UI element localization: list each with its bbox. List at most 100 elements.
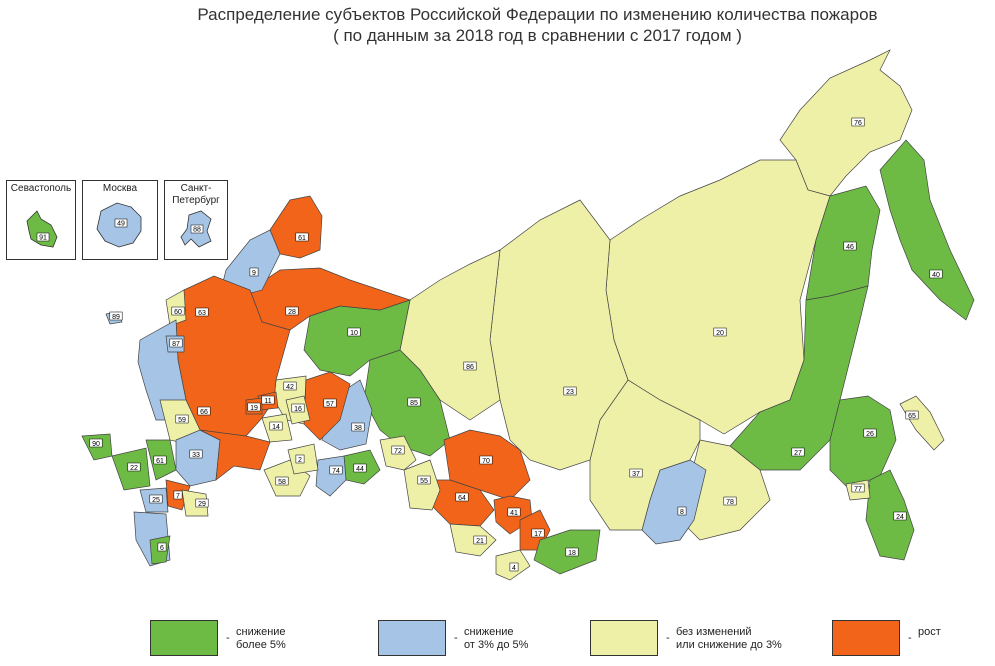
title-line-1: Распределение субъектов Российской Федер… — [197, 5, 878, 24]
region-number: 64 — [458, 495, 466, 502]
region-label-box — [851, 117, 865, 127]
region-label-box — [109, 311, 123, 321]
region-label-box — [473, 535, 487, 545]
region-label-box — [189, 449, 203, 459]
region-number: 16 — [294, 406, 302, 413]
region-label-box — [929, 269, 943, 279]
legend-swatch-blue — [378, 620, 446, 656]
region-label-box — [791, 447, 805, 457]
region-number: 89 — [112, 314, 120, 321]
region-label-box — [479, 455, 493, 465]
region-number: 8 — [680, 509, 684, 516]
legend-dash: - — [454, 632, 458, 644]
region-label-box — [407, 397, 421, 407]
region-label-box — [353, 463, 367, 473]
region-number: 19 — [250, 405, 258, 412]
region-number: 18 — [568, 550, 576, 557]
legend-dash: - — [666, 632, 670, 644]
region-label-box — [463, 361, 477, 371]
region-64 — [429, 479, 495, 527]
region-labels: 7646402023868510612892726246577788377064… — [89, 117, 943, 572]
region-label-box — [629, 468, 643, 478]
spb-shape: 88 — [180, 210, 212, 248]
region-number: 55 — [420, 478, 428, 485]
region-65 — [899, 395, 945, 451]
region-number: 10 — [350, 330, 358, 337]
region-29 — [181, 489, 209, 517]
region-number: 42 — [286, 384, 294, 391]
legend-dash: - — [226, 632, 230, 644]
region-number: 28 — [288, 309, 296, 316]
region-label-box — [247, 402, 261, 412]
region-number: 29 — [198, 501, 206, 508]
region-number: 61 — [156, 458, 164, 465]
inset-moscow-label: Москва — [102, 183, 138, 194]
region-37 — [589, 379, 701, 531]
region-number: 78 — [726, 499, 734, 506]
region-label-box — [295, 454, 305, 464]
legend-label: рост — [918, 626, 941, 638]
region-number: 60 — [174, 309, 182, 316]
inset-spb: Санкт- Петербург 88 — [164, 180, 228, 260]
inset-spb-label: Санкт- Петербург — [172, 183, 220, 206]
region-number: 27 — [794, 450, 802, 457]
region-number: 2 — [298, 457, 302, 464]
region-number: 6 — [160, 545, 164, 552]
region-label-box — [323, 398, 337, 408]
region-number: 24 — [896, 514, 904, 521]
region-label-box — [153, 455, 167, 465]
region-label-box — [275, 476, 289, 486]
region-label-box — [171, 306, 185, 316]
region-label-box — [173, 490, 183, 500]
region-61-north — [269, 195, 323, 259]
region-label-box — [863, 428, 877, 438]
region-label-box — [509, 562, 519, 572]
region-number: 77 — [854, 486, 862, 493]
region-number: 57 — [326, 401, 334, 408]
region-label-box — [195, 307, 209, 317]
region-number: 74 — [332, 468, 340, 475]
region-label-box — [175, 414, 189, 424]
region-label-box — [149, 494, 163, 504]
legend-swatch-orange — [832, 620, 900, 656]
region-number: 22 — [130, 465, 138, 472]
region-label-box — [677, 506, 687, 516]
map-title: Распределение субъектов Российской Федер… — [0, 4, 995, 46]
region-number: 66 — [200, 409, 208, 416]
region-label-box — [291, 403, 305, 413]
inset-moscow: Москва 49 — [82, 180, 158, 260]
legend-label: снижение более 5% — [236, 626, 286, 651]
region-40 — [879, 139, 975, 321]
region-label-box — [455, 492, 469, 502]
region-label-box — [169, 338, 183, 348]
region-label-box — [269, 421, 283, 431]
region-number: 14 — [272, 424, 280, 431]
region-number: 25 — [152, 497, 160, 504]
region-number: 9 — [252, 270, 256, 277]
region-74 — [315, 455, 347, 497]
region-label-box — [391, 445, 405, 455]
region-23 — [489, 199, 629, 471]
region-number: 70 — [482, 458, 490, 465]
region-number: 61 — [298, 235, 306, 242]
region-number: 7 — [176, 493, 180, 500]
region-number: 44 — [356, 466, 364, 473]
region-label-box — [531, 528, 545, 538]
inset-sevastopol-label: Севастополь — [10, 183, 72, 194]
moscow-number: 49 — [117, 221, 125, 228]
region-number: 20 — [716, 330, 724, 337]
region-85 — [363, 349, 451, 457]
region-number: 86 — [466, 364, 474, 371]
region-number: 11 — [264, 398, 271, 405]
legend-swatch-yellow — [590, 620, 658, 656]
region-number: 65 — [908, 413, 916, 420]
region-number: 87 — [172, 341, 180, 348]
region-27 — [729, 285, 869, 471]
region-55 — [403, 459, 441, 511]
sevastopol-shape: 91 — [26, 210, 58, 248]
region-number: 26 — [866, 431, 874, 438]
region-central-south-orange — [199, 429, 271, 481]
region-21 — [449, 523, 497, 557]
region-label-box — [295, 232, 309, 242]
region-label-box — [197, 406, 211, 416]
